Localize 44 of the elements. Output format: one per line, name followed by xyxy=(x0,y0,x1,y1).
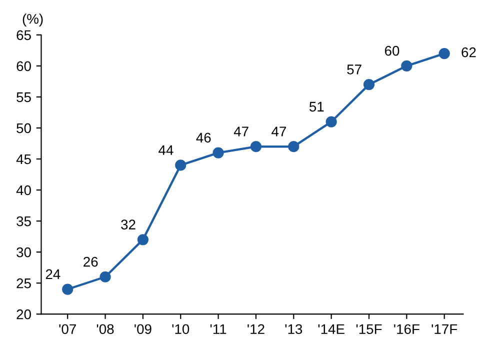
y-tick-label: 20 xyxy=(16,309,31,320)
y-axis-title: (%) xyxy=(22,14,43,27)
point xyxy=(288,141,300,152)
point xyxy=(175,160,186,171)
data-label: 47 xyxy=(272,126,286,136)
data-label: 60 xyxy=(384,46,400,56)
y-tick-label: 40 xyxy=(16,185,31,196)
y-tick-label: 35 xyxy=(16,216,31,226)
data-label: 44 xyxy=(158,145,174,155)
x-tick-label: '14E xyxy=(318,324,344,334)
x-tick-label: '17F xyxy=(432,324,458,334)
y-tick-label: 25 xyxy=(16,278,31,288)
y-tick-label: 45 xyxy=(16,154,31,164)
point xyxy=(401,60,412,72)
y-tick-label: 60 xyxy=(16,61,31,72)
x-tick-label: '11 xyxy=(210,324,226,334)
x-tick-label: '09 xyxy=(134,324,152,334)
point xyxy=(212,147,224,158)
point xyxy=(438,48,450,60)
x-tick-label: '13 xyxy=(285,324,302,334)
y-tick-label: 65 xyxy=(16,30,31,40)
data-label: 46 xyxy=(196,132,211,143)
y-tick-label: 50 xyxy=(16,123,31,134)
point xyxy=(100,271,111,282)
x-tick-label: '15F xyxy=(356,324,382,334)
data-label: 26 xyxy=(84,256,98,267)
x-tick-label: '10 xyxy=(172,324,190,334)
x-tick-label: '08 xyxy=(96,324,114,334)
data-label: 51 xyxy=(309,102,324,112)
x-tick-label: '07 xyxy=(59,324,76,334)
point xyxy=(62,284,74,295)
data-label: 32 xyxy=(121,220,136,230)
x-tick-label: '16F xyxy=(394,324,420,334)
x-tick-label: '12 xyxy=(248,324,264,334)
point xyxy=(250,141,262,152)
data-label: 57 xyxy=(347,64,362,74)
point xyxy=(137,234,148,246)
y-tick-label: 30 xyxy=(16,247,31,258)
data-label: 47 xyxy=(234,126,248,136)
data-label: 62 xyxy=(462,47,476,58)
y-tick-label: 55 xyxy=(16,92,31,102)
point xyxy=(363,78,375,90)
data-label: 24 xyxy=(46,269,60,279)
point xyxy=(326,116,337,128)
